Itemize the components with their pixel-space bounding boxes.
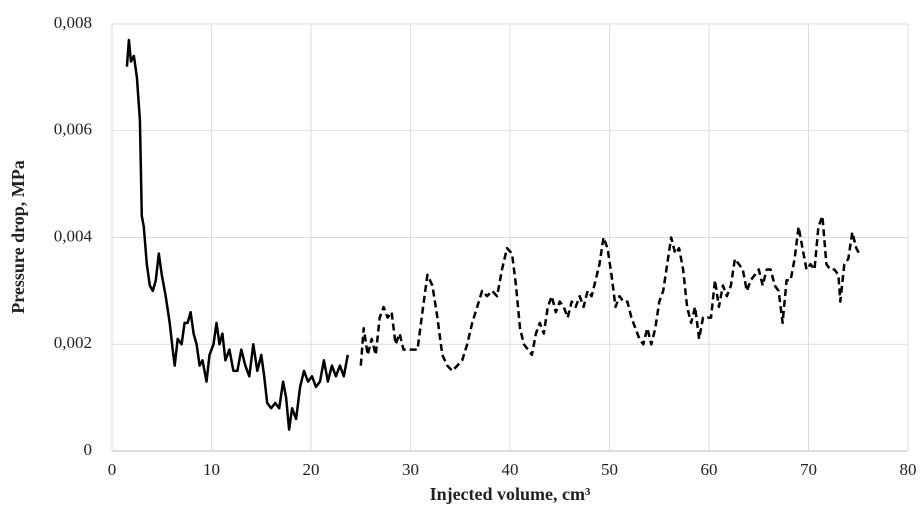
y-tick-label: 0,008 [54,13,92,32]
data-line [125,38,350,431]
y-tick-label: 0,002 [54,333,92,352]
x-tick-label: 60 [701,460,718,479]
x-tick-label: 0 [108,460,117,479]
y-tick-label: 0,006 [54,120,92,139]
y-tick-label: 0,004 [54,226,93,245]
x-tick-label: 70 [800,460,817,479]
x-tick-label: 30 [402,460,419,479]
x-tick-label: 40 [502,460,519,479]
x-tick-label: 80 [900,460,917,479]
x-tick-label: 10 [203,460,220,479]
x-axis-title: Injected volume, cm³ [430,484,591,504]
y-axis-title: Pressure drop, MPa [8,160,28,314]
data-line [359,214,861,373]
x-tick-label: 50 [601,460,618,479]
y-tick-label: 0 [84,440,93,459]
x-tick-label: 20 [303,460,320,479]
